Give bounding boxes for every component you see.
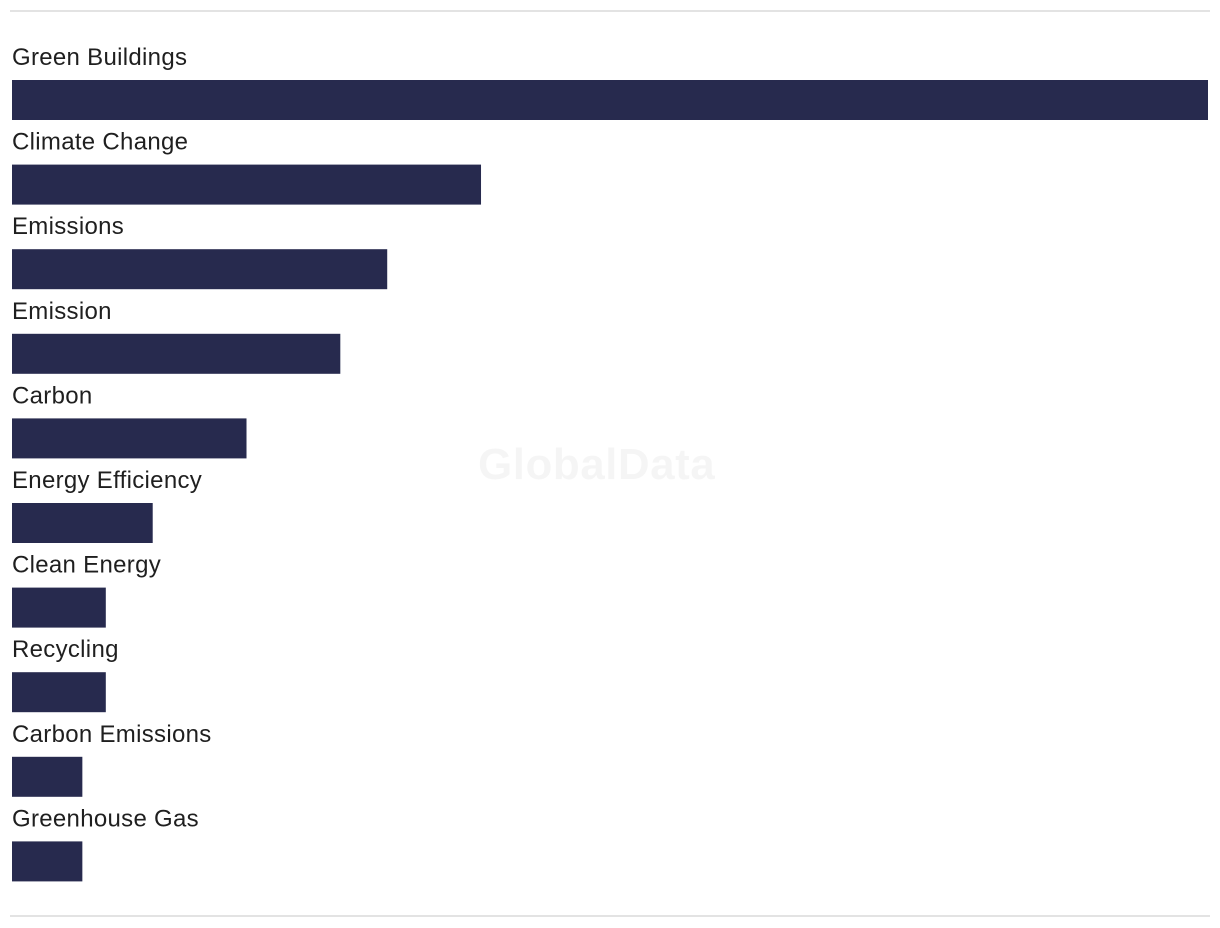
bar-green-buildings: [12, 80, 1208, 120]
bar-emission: [12, 333, 341, 374]
bar-carbon-emissions: [12, 756, 83, 797]
bar-recycling: [12, 672, 106, 713]
bar-emissions: [12, 249, 388, 290]
bottom-divider: [10, 915, 1210, 917]
bar-greenhouse-gas: [12, 841, 83, 882]
bar-climate-change: [12, 164, 482, 205]
category-label-climate-change: Climate Change: [12, 129, 188, 156]
category-label-carbon-emissions: Carbon Emissions: [12, 721, 212, 748]
watermark-logo: GlobalData: [478, 440, 715, 490]
top-divider: [10, 10, 1210, 12]
category-label-energy-efficiency: Energy Efficiency: [12, 467, 202, 494]
category-label-recycling: Recycling: [12, 636, 119, 663]
category-label-carbon: Carbon: [12, 382, 93, 409]
bar-carbon: [12, 418, 247, 459]
category-label-emission: Emission: [12, 298, 112, 325]
category-label-emissions: Emissions: [12, 213, 124, 240]
category-label-greenhouse-gas: Greenhouse Gas: [12, 805, 199, 832]
category-label-clean-energy: Clean Energy: [12, 552, 161, 579]
bar-energy-efficiency: [12, 503, 153, 543]
bar-clean-energy: [12, 587, 106, 628]
category-label-green-buildings: Green Buildings: [12, 44, 187, 71]
